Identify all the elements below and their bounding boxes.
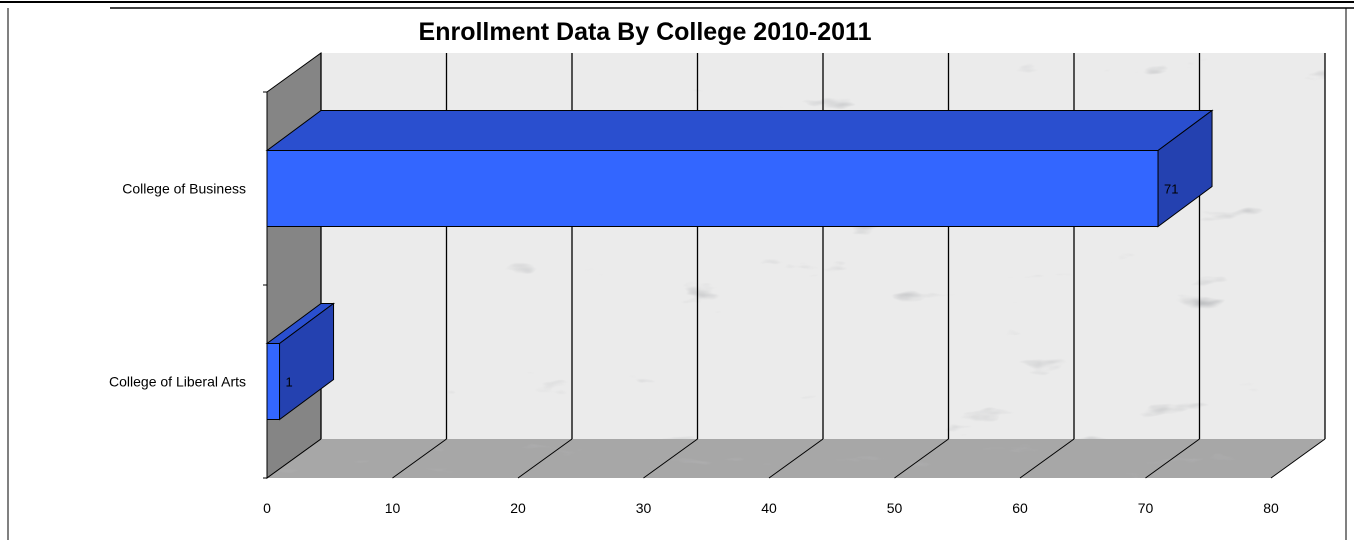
floor-gridline bbox=[643, 438, 698, 479]
x-tick-label: 30 bbox=[636, 500, 652, 516]
x-tick-label: 10 bbox=[385, 500, 401, 516]
x-tick-labels: 0 10 20 30 40 50 60 70 80 bbox=[263, 500, 1279, 516]
bar bbox=[266, 343, 281, 420]
x-tick-label: 50 bbox=[887, 500, 903, 516]
floor-gridline bbox=[517, 438, 573, 479]
y-category-label: College of Liberal Arts bbox=[109, 374, 246, 390]
bars: 1 71 bbox=[265, 109, 1214, 421]
y-tick-labels: College of Liberal Arts College of Busine… bbox=[109, 91, 267, 479]
bar bbox=[266, 150, 1159, 227]
x-tick-label: 70 bbox=[1138, 500, 1154, 516]
floor-gridline bbox=[266, 438, 322, 479]
floor-gridline bbox=[1019, 438, 1075, 479]
floor-gridline bbox=[768, 438, 824, 479]
x-tick-label: 40 bbox=[761, 500, 777, 516]
bar-side-face bbox=[279, 302, 335, 421]
bar-side-face bbox=[1157, 109, 1213, 228]
floor-gridline bbox=[1145, 438, 1200, 479]
x-tick-label: 20 bbox=[510, 500, 526, 516]
floor-gridline bbox=[894, 438, 949, 479]
bar-top-face bbox=[265, 110, 1214, 151]
bar-data-label: 71 bbox=[1164, 182, 1178, 197]
x-tick-label: 60 bbox=[1012, 500, 1028, 516]
y-category-label: College of Business bbox=[122, 181, 246, 197]
x-tick-label: 0 bbox=[263, 500, 271, 516]
x-tick-label: 80 bbox=[1263, 500, 1279, 516]
bar-data-label: 1 bbox=[286, 375, 293, 390]
floor-gridline bbox=[1270, 438, 1326, 479]
chart-title: Enrollment Data By College 2010-2011 bbox=[418, 18, 872, 46]
floor-gridline bbox=[392, 438, 447, 479]
